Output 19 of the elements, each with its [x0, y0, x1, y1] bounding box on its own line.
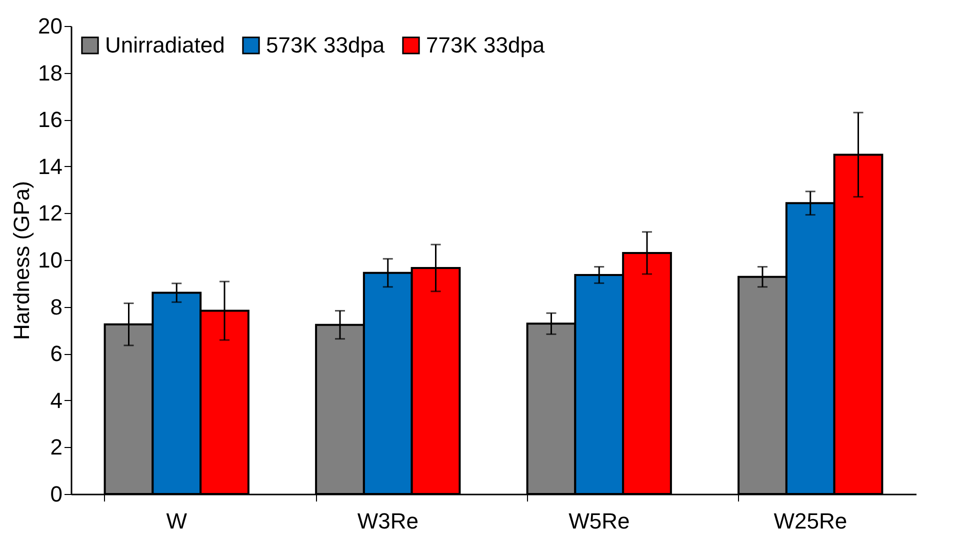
x-tick-label: W	[166, 508, 188, 534]
y-tick-label: 20	[38, 14, 62, 38]
y-tick-label: 10	[38, 248, 62, 272]
legend-label: 773K 33dpa	[426, 32, 546, 58]
y-tick-label: 2	[50, 434, 62, 460]
y-tick-label: 18	[38, 60, 62, 86]
y-axis-title: Hardness (GPa)	[9, 181, 34, 340]
y-tick-label: 0	[50, 482, 62, 506]
y-tick-label: 8	[50, 294, 62, 320]
x-tick-label: W5Re	[568, 508, 630, 534]
y-tick-label: 6	[50, 341, 62, 366]
y-tick-label: 14	[38, 154, 62, 179]
x-tick-label: W3Re	[357, 508, 418, 534]
y-tick-label: 16	[38, 107, 62, 132]
legend-label: 573K 33dpa	[266, 32, 386, 58]
y-tick-label: 4	[50, 388, 62, 413]
legend-label: Unirradiated	[105, 32, 225, 58]
x-tick-label: W25Re	[774, 508, 848, 534]
y-tick-label: 12	[38, 200, 62, 226]
